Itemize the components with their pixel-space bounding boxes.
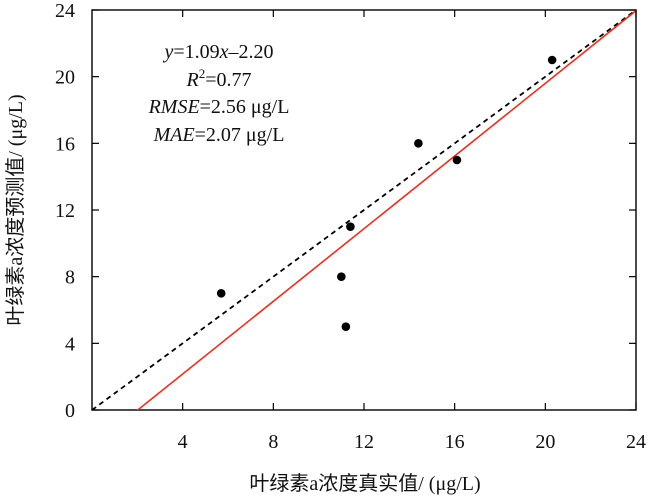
y-tick-label: 0 — [65, 400, 75, 422]
fit-line — [136, 10, 636, 410]
plot-layer — [91, 9, 637, 411]
annotation-box: y=1.09x–2.20 R2=0.77 RMSE=2.56 μg/L MAE=… — [148, 41, 290, 146]
r-squared: R2=0.77 — [186, 66, 252, 91]
y-tick-label: 24 — [55, 0, 75, 22]
x-axis-label: 叶绿素a浓度真实值/ (μg/L) — [249, 472, 480, 495]
y-tick-label: 8 — [65, 267, 75, 289]
data-point — [414, 139, 423, 148]
mae: MAE=2.07 μg/L — [153, 124, 285, 146]
x-tick-label: 4 — [178, 431, 188, 453]
rmse: RMSE=2.56 μg/L — [148, 96, 290, 118]
data-point — [346, 222, 355, 231]
y-axis-label: 叶绿素a浓度预测值/ (μg/L) — [4, 94, 27, 325]
tick-layer: 4 8 12 16 20 24 0 4 8 12 16 20 24 — [55, 0, 646, 453]
x-tick-label: 24 — [626, 431, 646, 453]
y-tick-label: 4 — [65, 333, 75, 355]
data-point — [452, 155, 462, 165]
data-point — [341, 322, 351, 331]
x-tick-label: 16 — [445, 431, 465, 453]
reference-line — [92, 10, 636, 410]
data-point — [547, 55, 557, 65]
x-tick-label: 20 — [535, 431, 555, 453]
x-tick-label: 8 — [268, 431, 278, 453]
y-tick-label: 16 — [55, 133, 75, 155]
y-tick-label: 20 — [55, 67, 75, 89]
x-tick-label: 12 — [354, 431, 374, 453]
data-point — [337, 272, 346, 281]
y-tick-label: 12 — [55, 200, 75, 222]
fit-equation: y=1.09x–2.20 — [162, 41, 273, 63]
data-point — [216, 289, 226, 298]
